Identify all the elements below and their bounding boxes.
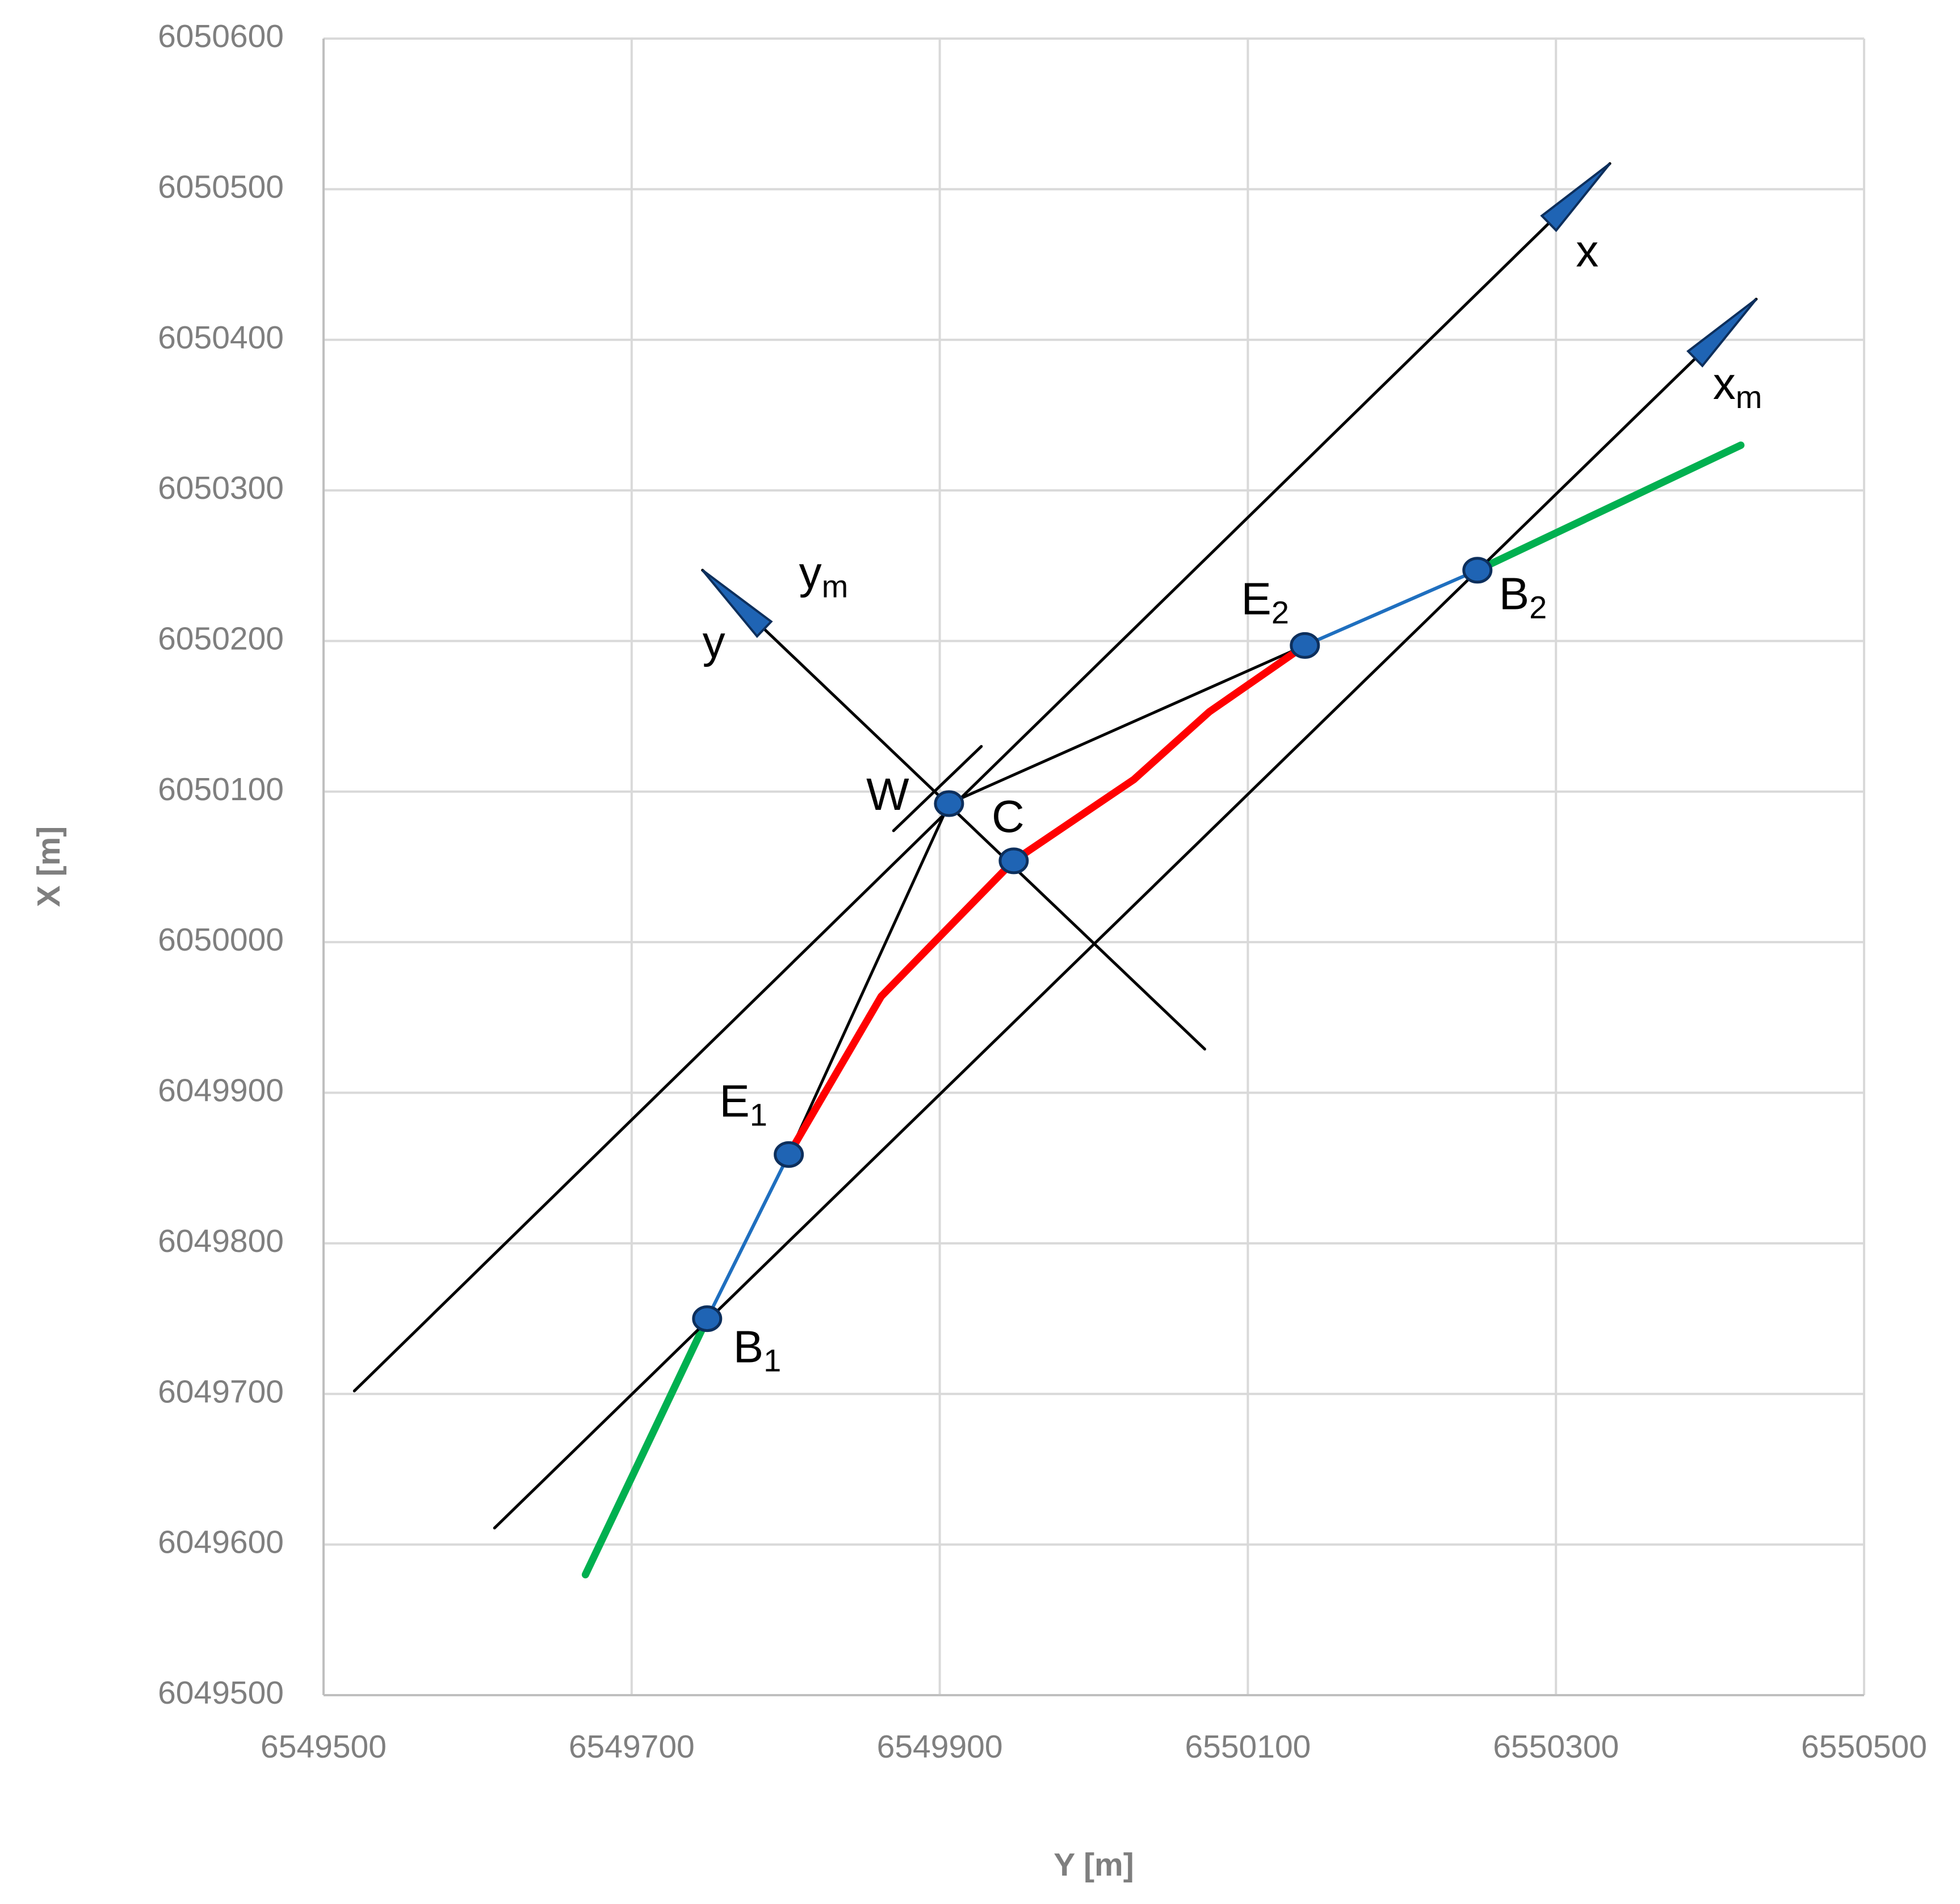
label-text: x bbox=[1576, 225, 1598, 276]
line bbox=[787, 802, 951, 1156]
x-tick-label: 6550300 bbox=[1493, 1729, 1619, 1765]
point-label: W bbox=[866, 769, 909, 819]
label-sub: 2 bbox=[1271, 594, 1289, 630]
line bbox=[1474, 441, 1745, 574]
point bbox=[692, 1305, 723, 1333]
point-label: ym bbox=[799, 548, 849, 604]
y-tick-label: 6050200 bbox=[158, 621, 284, 657]
x-tick-label: 6549700 bbox=[569, 1729, 695, 1765]
line bbox=[581, 1315, 711, 1579]
y-axis-title: X [m] bbox=[31, 826, 67, 907]
point bbox=[934, 790, 964, 817]
point-label: C bbox=[992, 791, 1025, 842]
line bbox=[493, 297, 1758, 1529]
y-tick-label: 6050500 bbox=[158, 169, 284, 205]
y-tick-label: 6049700 bbox=[158, 1373, 284, 1410]
label-sub: 1 bbox=[763, 1342, 781, 1378]
point bbox=[774, 1141, 804, 1168]
point-label: B1 bbox=[733, 1322, 782, 1378]
line bbox=[352, 162, 1611, 1393]
x-axis-title: Y [m] bbox=[1054, 1847, 1134, 1883]
label-text: E bbox=[1241, 574, 1271, 624]
y-tick-label: 6049500 bbox=[158, 1675, 284, 1711]
point-label: xm bbox=[1713, 358, 1762, 415]
label-sub: m bbox=[1736, 379, 1762, 415]
point bbox=[998, 847, 1029, 875]
x-tick-label: 6549900 bbox=[877, 1729, 1003, 1765]
x-tick-label: 6550500 bbox=[1801, 1729, 1927, 1765]
label-sub: 1 bbox=[750, 1096, 767, 1132]
point bbox=[1462, 557, 1493, 584]
arrow-head bbox=[702, 569, 773, 638]
x-tick-label: 6549500 bbox=[261, 1729, 387, 1765]
y-tick-label: 6050400 bbox=[158, 320, 284, 356]
label-text: B bbox=[1499, 569, 1529, 619]
line bbox=[892, 745, 983, 833]
y-tick-label: 6050600 bbox=[158, 18, 284, 54]
point bbox=[1290, 632, 1320, 659]
label-text: y bbox=[703, 617, 725, 667]
point-label: y bbox=[703, 617, 725, 667]
y-tick-label: 6049900 bbox=[158, 1073, 284, 1109]
arrow-head bbox=[1540, 162, 1611, 232]
label-text: E bbox=[719, 1075, 749, 1126]
y-tick-label: 6050300 bbox=[158, 470, 284, 506]
label-sub: 2 bbox=[1529, 590, 1547, 625]
line bbox=[947, 644, 1307, 805]
y-tick-label: 6049600 bbox=[158, 1524, 284, 1561]
line bbox=[1303, 568, 1479, 648]
label-sub: m bbox=[822, 569, 849, 604]
point-label: E1 bbox=[719, 1075, 767, 1132]
label-text: x bbox=[1713, 358, 1736, 409]
point-label: B2 bbox=[1499, 569, 1547, 625]
label-text: C bbox=[992, 791, 1025, 842]
label-text: W bbox=[866, 769, 909, 819]
label-text: y bbox=[799, 548, 822, 598]
label-text: B bbox=[733, 1322, 763, 1372]
line bbox=[785, 641, 1309, 1158]
line bbox=[705, 1153, 791, 1321]
y-tick-label: 6050000 bbox=[158, 922, 284, 958]
y-tick-label: 6049800 bbox=[158, 1223, 284, 1259]
arrow-head bbox=[1686, 298, 1757, 368]
y-tick-label: 6050100 bbox=[158, 771, 284, 808]
point-label: x bbox=[1576, 225, 1598, 276]
point-label: E2 bbox=[1241, 574, 1290, 631]
x-tick-label: 6550100 bbox=[1185, 1729, 1311, 1765]
